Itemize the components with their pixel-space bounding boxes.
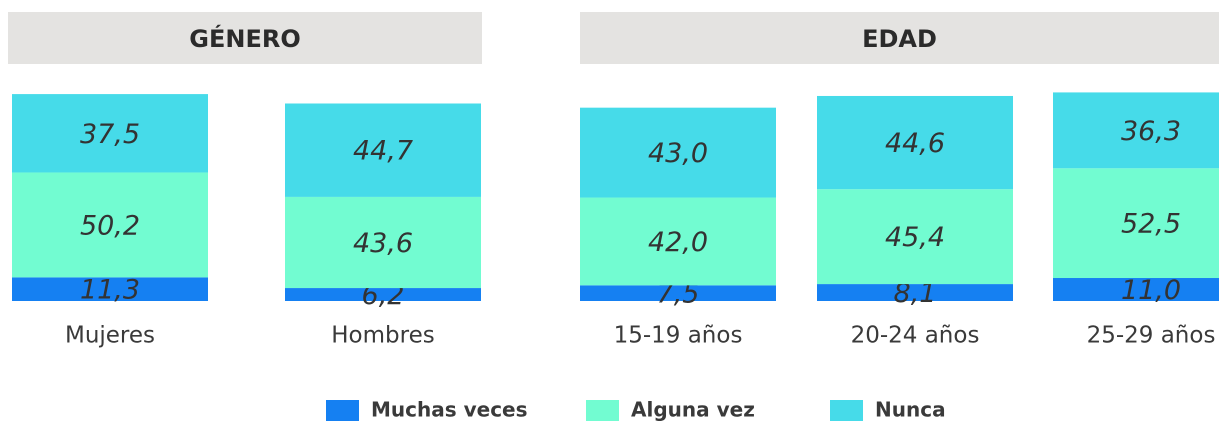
bar-segment bbox=[817, 284, 1013, 301]
value-label: 43,6 bbox=[353, 228, 413, 259]
group-header bbox=[8, 12, 482, 64]
value-label: 11,0 bbox=[1121, 275, 1181, 306]
bar-segment bbox=[1053, 168, 1219, 279]
bar-segment bbox=[1053, 278, 1219, 301]
bar-segment bbox=[817, 95, 1013, 190]
bar-segment bbox=[285, 103, 481, 197]
bar-segment bbox=[285, 196, 481, 289]
legend-swatch bbox=[326, 400, 359, 421]
legend-label: Muchas veces bbox=[371, 398, 528, 421]
group-title: GÉNERO bbox=[189, 24, 300, 53]
value-label: 45,4 bbox=[885, 222, 945, 253]
category-label: 15-19 años bbox=[614, 323, 743, 349]
value-label: 37,5 bbox=[80, 119, 140, 150]
bar-segment bbox=[12, 94, 208, 173]
bar-segment bbox=[580, 285, 776, 301]
group-title: EDAD bbox=[862, 25, 937, 53]
bar-segment bbox=[580, 197, 776, 286]
category-label: Mujeres bbox=[65, 323, 155, 349]
bar-segment bbox=[580, 107, 776, 198]
bar-segment bbox=[12, 172, 208, 278]
value-label: 42,0 bbox=[648, 227, 708, 258]
category-label: Hombres bbox=[331, 323, 434, 349]
value-label: 11,3 bbox=[80, 275, 140, 306]
value-label: 44,7 bbox=[353, 136, 413, 167]
value-label: 43,0 bbox=[648, 138, 708, 169]
bar-segment bbox=[12, 277, 208, 301]
value-label: 44,6 bbox=[885, 128, 945, 159]
bar-segment bbox=[817, 189, 1013, 285]
value-label: 52,5 bbox=[1121, 209, 1181, 240]
category-label: 20-24 años bbox=[851, 323, 980, 349]
bar-segment bbox=[1053, 92, 1219, 169]
bar-segment bbox=[285, 288, 481, 301]
value-label: 50,2 bbox=[80, 210, 140, 241]
group-header bbox=[580, 12, 1219, 64]
category-label: 25-29 años bbox=[1087, 323, 1216, 349]
legend-label: Alguna vez bbox=[631, 398, 755, 421]
legend-label: Nunca bbox=[875, 398, 946, 421]
legend-swatch bbox=[830, 400, 863, 421]
legend-swatch bbox=[586, 400, 619, 421]
value-label: 36,3 bbox=[1121, 116, 1181, 147]
